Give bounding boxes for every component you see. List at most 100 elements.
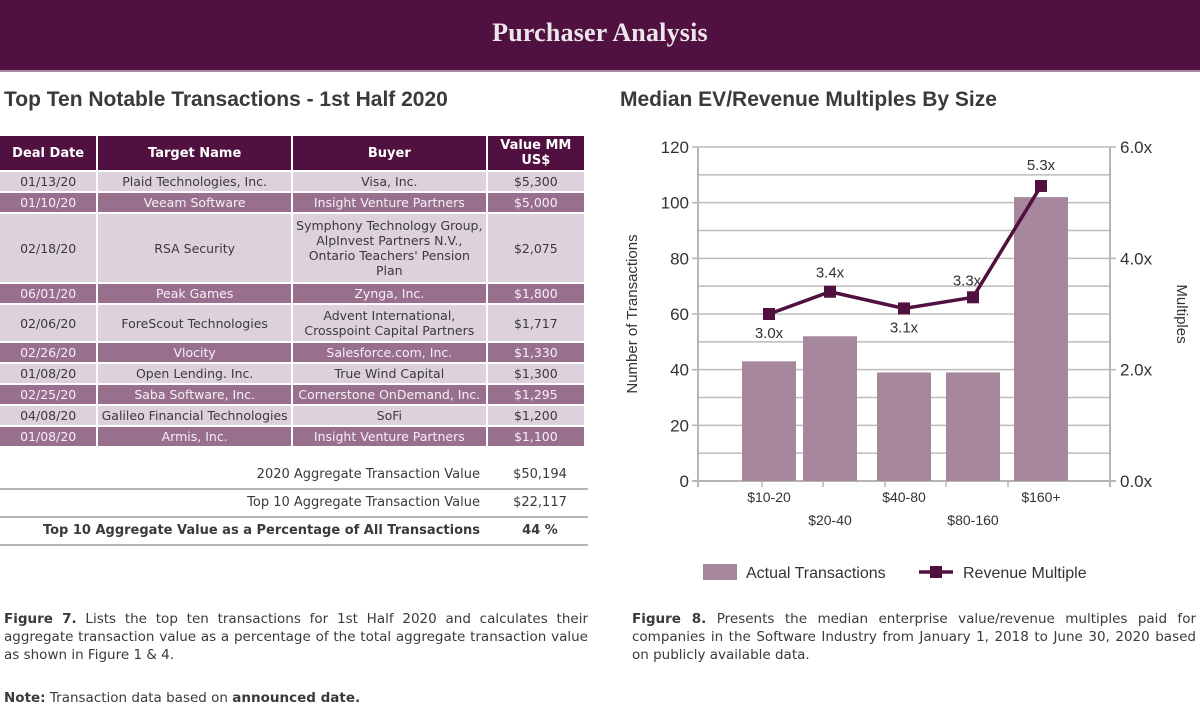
y2-tick-label: 4.0x — [1120, 249, 1153, 268]
summary-label: Top 10 Aggregate Value as a Percentage o… — [42, 523, 480, 538]
cell-target: Vlocity — [98, 343, 291, 362]
y-tick-label: 20 — [670, 416, 689, 435]
bar-80160 — [946, 372, 1000, 481]
cell-buyer: Salesforce.com, Inc. — [292, 343, 486, 362]
cell-target: Saba Software, Inc. — [98, 385, 291, 404]
cell-value: $2,075 — [487, 214, 584, 282]
chart-section-title: Median EV/Revenue Multiples By Size — [620, 88, 997, 111]
figure-7-caption: Figure 7. Lists the top ten transactions… — [4, 610, 588, 664]
summary-row-top10: Top 10 Aggregate Transaction Value $22,1… — [0, 490, 588, 518]
note-text: Note: Transaction data based on announce… — [4, 690, 360, 706]
caption-lead: Figure 8. — [632, 611, 707, 627]
cell-target: Veeam Software — [98, 193, 291, 212]
cell-target: Armis, Inc. — [98, 427, 291, 446]
table-row: 01/08/20 Open Lending. Inc. True Wind Capi… — [0, 364, 584, 383]
caption-lead: Figure 7. — [4, 611, 77, 627]
summary-value: $50,194 — [513, 467, 567, 482]
cell-target: RSA Security — [98, 214, 291, 282]
revenue-multiple-marker — [967, 291, 979, 304]
cell-value: $1,800 — [487, 284, 584, 303]
revenue-multiple-marker — [1035, 179, 1047, 192]
y-tick-label: 60 — [670, 305, 689, 324]
y-tick-label: 100 — [661, 194, 689, 213]
data-label: 3.1x — [890, 319, 919, 336]
cell-date: 01/13/20 — [0, 172, 97, 191]
cell-date: 02/26/20 — [0, 343, 97, 362]
y2-tick-label: 0.0x — [1120, 472, 1153, 491]
header-banner: Purchaser Analysis — [0, 0, 1200, 72]
caption-text: Lists the top ten transactions for 1st H… — [4, 611, 588, 663]
y2-tick-label: 2.0x — [1120, 361, 1153, 380]
cell-value: $1,100 — [487, 427, 584, 446]
cell-date: 01/10/20 — [0, 193, 97, 212]
y-tick-label: 0 — [680, 472, 689, 491]
cell-date: 01/08/20 — [0, 364, 97, 383]
cell-value: $1,300 — [487, 364, 584, 383]
cell-buyer: Cornerstone OnDemand, Inc. — [292, 385, 486, 404]
x-tick-label: $20-40 — [808, 512, 852, 528]
x-tick-label: $40-80 — [882, 489, 926, 505]
cell-date: 06/01/20 — [0, 284, 97, 303]
cell-target: Plaid Technologies, Inc. — [98, 172, 291, 191]
data-label: 5.3x — [1027, 157, 1056, 174]
y-tick-label: 80 — [670, 249, 689, 268]
cell-buyer: Advent International, Crosspoint Capital… — [292, 305, 486, 341]
table-header-row: Deal Date Target Name Buyer Value MM US$ — [0, 136, 584, 170]
x-tick-label: $10-20 — [747, 489, 791, 505]
table-row: 06/01/20 Peak Games Zynga, Inc. $1,800 — [0, 284, 584, 303]
cell-value: $5,000 — [487, 193, 584, 212]
caption-text: Presents the median enterprise value/rev… — [632, 611, 1196, 663]
y-axis-title: Number of Transactions — [624, 234, 641, 393]
cell-buyer: Insight Venture Partners — [292, 193, 486, 212]
revenue-multiple-marker — [824, 285, 836, 298]
data-label: 3.3x — [953, 272, 982, 289]
summary-row-percentage: Top 10 Aggregate Value as a Percentage o… — [0, 518, 588, 546]
data-label: 3.4x — [816, 265, 845, 282]
table-row: 01/13/20 Plaid Technologies, Inc. Visa, In… — [0, 172, 584, 191]
table-row: 02/06/20 ForeScout Technologies Advent Int… — [0, 305, 584, 341]
table-row: 02/26/20 Vlocity Salesforce.com, Inc. $1,33… — [0, 343, 584, 362]
figure-8-caption: Figure 8. Presents the median enterprise… — [632, 610, 1196, 664]
revenue-multiple-line — [768, 185, 1043, 316]
cell-date: 02/06/20 — [0, 305, 97, 341]
summary-row-aggregate: 2020 Aggregate Transaction Value $50,194 — [0, 462, 588, 490]
cell-date: 02/18/20 — [0, 214, 97, 282]
summary-value: $22,117 — [513, 495, 567, 510]
summary-label: Top 10 Aggregate Transaction Value — [247, 495, 480, 510]
cell-date: 02/25/20 — [0, 385, 97, 404]
column-header-buyer: Buyer — [292, 136, 486, 170]
cell-target: Peak Games — [98, 284, 291, 303]
revenue-multiple-marker — [763, 308, 775, 320]
revenue-multiple-marker — [898, 302, 910, 315]
note-lead: Note: — [4, 690, 46, 706]
y-tick-label: 120 — [661, 138, 689, 157]
column-header-target-name: Target Name — [98, 136, 291, 170]
bar-160+ — [1014, 197, 1068, 481]
cell-buyer: Zynga, Inc. — [292, 284, 486, 303]
cell-target: ForeScout Technologies — [98, 305, 291, 341]
cell-value: $1,717 — [487, 305, 584, 341]
cell-buyer: Visa, Inc. — [292, 172, 486, 191]
summary-value: 44 % — [522, 523, 558, 538]
column-header-deal-date: Deal Date — [0, 136, 97, 170]
table-row: 01/08/20 Armis, Inc. Insight Venture Partn… — [0, 427, 584, 446]
y-tick-label: 40 — [670, 361, 689, 380]
bar-2040 — [803, 336, 857, 481]
cell-buyer: Insight Venture Partners — [292, 427, 486, 446]
table-row: 04/08/20 Galileo Financial Technologies So… — [0, 406, 584, 425]
ev-revenue-chart: 0 20 40 60 80 100 120 0.0x 2.0x 4.0x 6.0x Number of… — [624, 138, 1190, 582]
summary-label: 2020 Aggregate Transaction Value — [256, 467, 480, 482]
y2-tick-label: 6.0x — [1120, 138, 1153, 157]
cell-value: $1,295 — [487, 385, 584, 404]
note-emphasis: announced date. — [232, 690, 361, 706]
note-body: Transaction data based on — [45, 690, 233, 706]
bar-4080 — [877, 372, 931, 481]
legend-label: Revenue Multiple — [963, 565, 1087, 582]
transactions-section-title: Top Ten Notable Transactions - 1st Half … — [4, 88, 448, 111]
y2-axis-title: Multiples — [1173, 284, 1190, 343]
bar-1020 — [742, 361, 796, 481]
cell-buyer: SoFi — [292, 406, 486, 425]
legend-line-marker — [930, 566, 942, 578]
transactions-table: Deal Date Target Name Buyer Value MM US$… — [0, 134, 586, 448]
cell-value: $1,330 — [487, 343, 584, 362]
